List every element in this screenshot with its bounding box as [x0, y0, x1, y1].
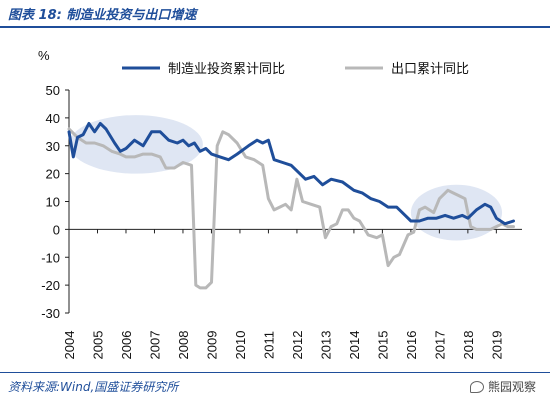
y-tick-label: -10 — [41, 250, 60, 265]
series-line-exports — [67, 127, 515, 290]
y-tick-label: 0 — [53, 222, 60, 237]
y-tick-label: 30 — [46, 139, 60, 154]
wechat-icon — [469, 380, 484, 393]
x-tick-label: 2012 — [290, 331, 305, 360]
x-tick-label: 2007 — [147, 331, 162, 360]
legend-item-manufacturing-investment: 制造业投资累计同比 — [122, 61, 285, 77]
x-tick-label: 2009 — [204, 331, 219, 360]
source-note: 资料来源:Wind,国盛证券研究所 — [8, 380, 179, 394]
series-line-manufacturing-investment — [67, 122, 515, 226]
x-tick-label: 2015 — [375, 331, 390, 360]
x-tick-label: 2005 — [90, 331, 105, 360]
x-tick-label: 2004 — [62, 331, 77, 360]
x-tick-label: 2019 — [489, 331, 504, 360]
figure-title: 图表 18: 制造业投资与出口增速 — [8, 8, 197, 23]
y-tick-label: 50 — [46, 83, 60, 98]
x-tick-label: 2010 — [233, 331, 248, 360]
x-tick-label: 2018 — [461, 331, 476, 360]
x-tick-label: 2006 — [119, 331, 134, 360]
y-tick-label: 40 — [46, 111, 60, 126]
watermark: 熊园观察 — [469, 378, 536, 395]
y-axis-unit: % — [38, 48, 50, 63]
x-tick-label: 2014 — [347, 331, 362, 360]
legend-label: 制造业投资累计同比 — [168, 61, 285, 77]
x-tick-label: 2011 — [261, 331, 276, 359]
source-divider — [0, 372, 550, 373]
x-tick-label: 2013 — [318, 331, 333, 360]
y-tick-label: -30 — [41, 306, 60, 321]
y-tick-label: 20 — [46, 167, 60, 182]
watermark-text: 熊园观察 — [487, 380, 536, 394]
y-tick-label: -20 — [41, 278, 60, 293]
y-tick-label: 10 — [46, 195, 60, 210]
x-tick-label: 2016 — [404, 331, 419, 360]
x-tick-label: 2008 — [176, 331, 191, 360]
title-divider — [0, 26, 550, 28]
highlight-ellipse-2 — [410, 184, 503, 241]
legend-item-exports: 出口累计同比 — [345, 62, 469, 77]
x-tick-label: 2017 — [432, 331, 447, 360]
legend-label: 出口累计同比 — [391, 62, 469, 77]
highlight-ellipse-1 — [69, 115, 203, 174]
